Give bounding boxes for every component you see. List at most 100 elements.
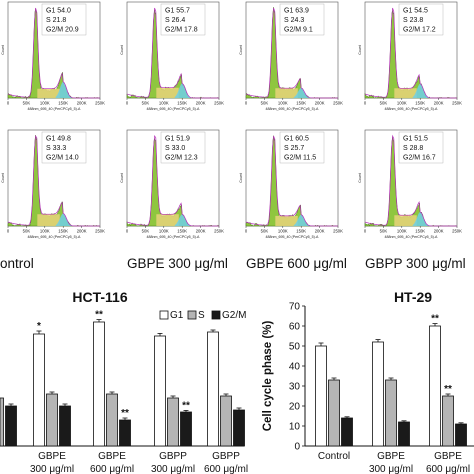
s-stat: S 25.7 bbox=[284, 145, 304, 152]
histogram-panel: Count 0 50K 100K 150K 200K 250K 488nm_695_40 (P… bbox=[1, 1, 105, 111]
category-label: GBPP bbox=[212, 451, 240, 462]
model-fit-line bbox=[126, 135, 219, 227]
x-tick-label: 100K bbox=[40, 229, 50, 234]
stats-box bbox=[398, 131, 444, 164]
bar-g2m-0 bbox=[5, 405, 17, 447]
y-tick-label: 30 bbox=[289, 382, 301, 393]
bar-g1-4 bbox=[207, 331, 219, 447]
row-label: GBPE 300 μg/ml bbox=[127, 256, 228, 271]
s-phase-band bbox=[275, 215, 298, 226]
g2m-stat: G2/M 11.5 bbox=[284, 155, 316, 162]
stats-box bbox=[398, 3, 444, 36]
bar-g2m-0 bbox=[341, 417, 353, 447]
x-tick-label: 250K bbox=[95, 229, 105, 234]
g1-stat: G1 55.7 bbox=[165, 8, 190, 15]
stats-box bbox=[279, 3, 325, 36]
x-tick-label: 200K bbox=[196, 101, 206, 106]
stats-box bbox=[41, 131, 87, 164]
chart-title: HT-29 bbox=[394, 289, 432, 305]
stats-box bbox=[160, 3, 206, 36]
x-tick-label: 200K bbox=[77, 229, 87, 234]
x-tick-label: 0 bbox=[245, 101, 248, 106]
y-tick-label: 40 bbox=[289, 362, 301, 373]
x-tick-label: 150K bbox=[296, 229, 306, 234]
legend-swatch bbox=[159, 310, 169, 320]
bar-s-0 bbox=[328, 379, 340, 447]
g2m-stat: G2/M 17.2 bbox=[403, 27, 436, 34]
g2m-stat: G2/M 17.8 bbox=[165, 27, 198, 34]
y-axis-label: Count bbox=[120, 45, 124, 55]
x-axis-label: 488nm_695_40 (PerCPCy5_5)-A bbox=[385, 107, 439, 111]
y-axis-label: Count bbox=[1, 173, 5, 183]
bar-s-2 bbox=[106, 393, 118, 447]
model-fit-line bbox=[126, 7, 219, 99]
significance-mark: * bbox=[37, 321, 41, 332]
histogram-panel: Count 0 50K 100K 150K 200K 250K 488nm_695_40 (P… bbox=[358, 1, 462, 111]
bar-s-1 bbox=[385, 379, 397, 447]
s-stat: S 33.3 bbox=[46, 145, 66, 152]
y-tick-label: 50 bbox=[289, 342, 301, 353]
bar-s-0 bbox=[0, 397, 4, 447]
significance-mark: ** bbox=[95, 310, 103, 321]
x-tick-label: 50K bbox=[142, 229, 150, 234]
category-label: GBPE bbox=[377, 451, 405, 462]
x-tick-label: 150K bbox=[58, 229, 68, 234]
bar-s-1 bbox=[46, 393, 58, 447]
row-label: GBPP 300 μg/ml bbox=[365, 256, 466, 271]
chart-title: HCT-116 bbox=[72, 289, 127, 305]
x-axis-label: 488nm_695_40 (PerCPCy5_5)-A bbox=[28, 107, 82, 111]
x-tick-label: 0 bbox=[364, 229, 367, 234]
g2m-stat: G2/M 14.0 bbox=[46, 155, 79, 162]
histogram-panel: Count 0 50K 100K 150K 200K 250K 488nm_695_40 (P… bbox=[120, 129, 224, 239]
s-phase-band bbox=[275, 88, 298, 98]
x-tick-label: 150K bbox=[296, 101, 306, 106]
x-axis-label: 488nm_695_40 (PerCPCy5_5)-A bbox=[28, 235, 82, 239]
s-stat: S 24.3 bbox=[284, 17, 304, 24]
x-tick-label: 250K bbox=[214, 229, 224, 234]
x-tick-label: 0 bbox=[7, 101, 10, 106]
x-tick-label: 250K bbox=[95, 101, 105, 106]
x-tick-label: 150K bbox=[415, 101, 425, 106]
x-axis-label: 488nm_695_40 (PerCPCy5_5)-A bbox=[385, 235, 439, 239]
model-fit-line bbox=[7, 135, 100, 227]
x-tick-label: 50K bbox=[261, 229, 269, 234]
g1-stat: G1 49.8 bbox=[46, 136, 71, 143]
s-stat: S 33.0 bbox=[165, 145, 185, 152]
y-axis-label: Count bbox=[358, 45, 362, 55]
g1-stat: G1 54.5 bbox=[403, 8, 428, 15]
bar-g2m-1 bbox=[59, 405, 71, 447]
histogram-panel: Count 0 50K 100K 150K 200K 250K 488nm_695_40 (P… bbox=[358, 129, 462, 239]
x-tick-label: 50K bbox=[142, 101, 150, 106]
g1-stat: G1 54.0 bbox=[46, 8, 71, 15]
x-axis-label: 488nm_695_40 (PerCPCy5_5)-A bbox=[147, 107, 201, 111]
x-tick-label: 100K bbox=[397, 101, 407, 106]
x-tick-label: 0 bbox=[245, 229, 248, 234]
x-tick-label: 200K bbox=[77, 101, 87, 106]
x-tick-label: 100K bbox=[159, 229, 169, 234]
s-stat: S 28.8 bbox=[403, 145, 423, 152]
y-axis-label: Count bbox=[120, 173, 124, 183]
model-fit-line bbox=[364, 134, 457, 227]
s-phase-band bbox=[156, 87, 179, 98]
x-tick-label: 100K bbox=[397, 229, 407, 234]
y-tick-label: 70 bbox=[289, 302, 301, 313]
stats-box bbox=[279, 131, 325, 164]
category-label-dose: 600 μg/ml bbox=[426, 464, 470, 474]
bar-g1-2 bbox=[429, 325, 441, 447]
bar-s-2 bbox=[442, 395, 454, 447]
category-label-dose: 300 μg/ml bbox=[151, 464, 195, 474]
g2m-stat: G2/M 16.7 bbox=[403, 155, 436, 162]
x-tick-label: 100K bbox=[40, 101, 50, 106]
significance-mark: ** bbox=[444, 384, 452, 395]
category-label-dose: 300 μg/ml bbox=[369, 464, 413, 474]
x-tick-label: 100K bbox=[278, 229, 288, 234]
s-stat: S 21.8 bbox=[46, 17, 66, 24]
category-label-dose: 600 μg/ml bbox=[204, 464, 248, 474]
x-tick-label: 200K bbox=[315, 229, 325, 234]
category-label: GBPP bbox=[159, 451, 187, 462]
row-label: ontrol bbox=[0, 256, 34, 271]
x-tick-label: 250K bbox=[214, 101, 224, 106]
stats-box bbox=[160, 131, 206, 164]
category-label: GBPE bbox=[98, 451, 126, 462]
x-tick-label: 200K bbox=[315, 101, 325, 106]
